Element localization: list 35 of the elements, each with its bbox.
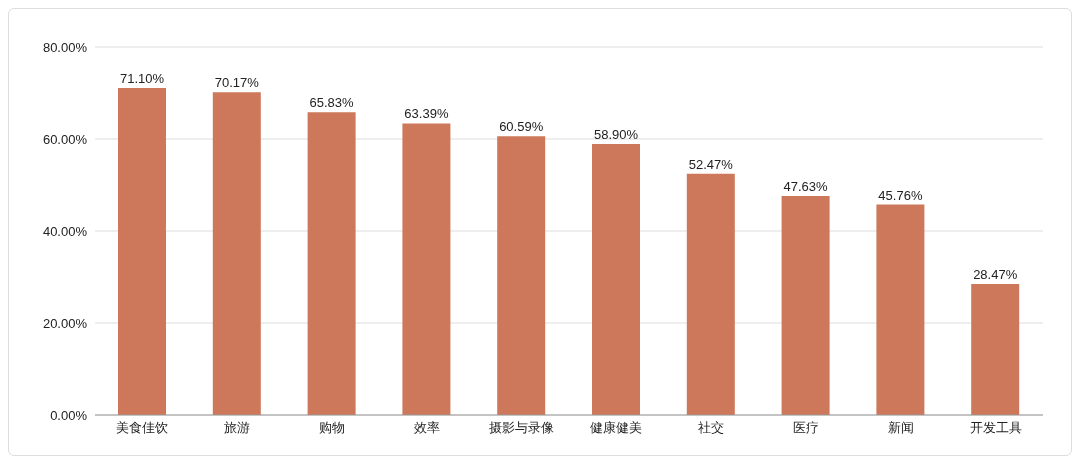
bar <box>592 144 640 415</box>
data-label: 58.90% <box>593 127 639 143</box>
data-label: 45.76% <box>878 187 923 203</box>
x-tick-label: 社交 <box>698 420 725 436</box>
y-tick-label: 40.00% <box>42 223 88 239</box>
data-label: 28.47% <box>973 267 1018 283</box>
bar <box>686 173 735 415</box>
data-label: 52.47% <box>688 156 734 172</box>
y-tick-label: 20.00% <box>42 315 88 331</box>
y-tick-label: 80.00% <box>42 39 88 55</box>
x-tick-label: 旅游 <box>224 420 251 436</box>
data-label: 63.39% <box>404 106 449 122</box>
y-tick-label: 60.00% <box>42 131 88 147</box>
x-tick-label: 效率 <box>413 420 440 436</box>
bar <box>118 87 166 415</box>
x-tick-label: 购物 <box>319 420 345 436</box>
data-label: 70.17% <box>214 75 260 91</box>
y-tick-label: 0.00% <box>50 407 88 423</box>
x-tick-label: 美食佳饮 <box>116 420 169 436</box>
data-label: 71.10% <box>119 70 165 86</box>
data-label: 47.63% <box>783 178 829 194</box>
bar <box>212 92 261 415</box>
x-tick-label: 健康健美 <box>590 420 643 436</box>
bar <box>781 195 830 415</box>
bar <box>876 204 925 415</box>
x-tick-label: 医疗 <box>793 420 819 436</box>
bar <box>402 123 451 415</box>
bar <box>307 112 356 415</box>
bar <box>497 136 546 415</box>
data-label: 65.83% <box>309 95 355 111</box>
x-tick-label: 新闻 <box>887 420 914 436</box>
x-tick-label: 开发工具 <box>969 420 1022 436</box>
bar <box>971 284 1020 415</box>
data-label: 60.59% <box>499 119 544 135</box>
x-tick-label: 摄影与录像 <box>489 420 555 436</box>
